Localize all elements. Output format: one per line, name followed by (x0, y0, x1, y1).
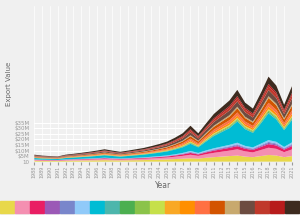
Y-axis label: Export Value: Export Value (6, 61, 12, 106)
X-axis label: Year: Year (155, 181, 171, 190)
